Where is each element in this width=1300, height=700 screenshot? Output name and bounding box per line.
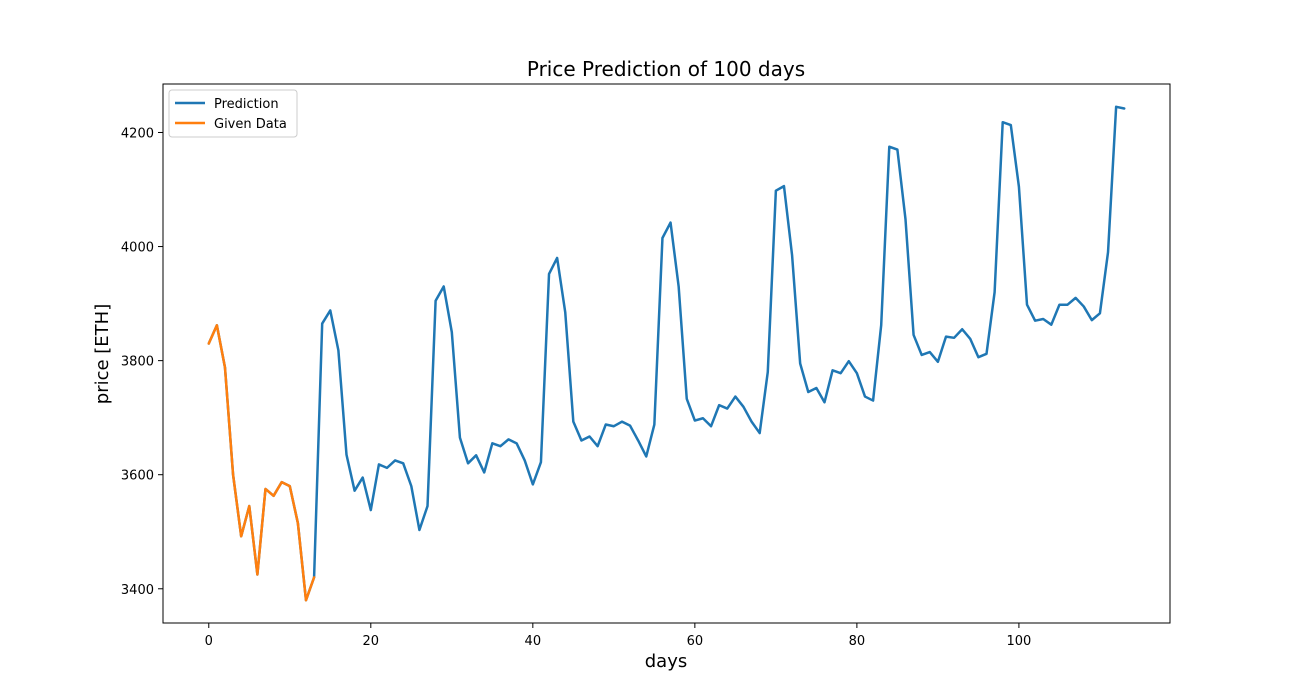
y-tick-label: 3400: [121, 583, 154, 598]
y-tick-label: 3600: [121, 469, 154, 484]
x-tick-label: 20: [363, 634, 380, 649]
y-tick-label: 3800: [121, 355, 154, 370]
y-axis-ticks: 3400 3600 3800 4000 4200: [121, 126, 163, 598]
x-tick-label: 40: [525, 634, 542, 649]
legend-label-prediction: Prediction: [214, 97, 279, 112]
x-tick-label: 60: [687, 634, 704, 649]
x-axis-label: days: [645, 651, 688, 672]
series-line-given-data: [207, 324, 316, 602]
x-tick-label: 80: [849, 634, 866, 649]
legend-label-given-data: Given Data: [214, 117, 287, 132]
series-layer: [207, 105, 1126, 602]
plot-area-frame: [162, 83, 1171, 624]
y-axis-label: price [ETH]: [92, 304, 113, 404]
chart-title: Price Prediction of 100 days: [527, 57, 805, 81]
y-tick-label: 4000: [121, 241, 154, 256]
y-tick-label: 4200: [121, 126, 154, 141]
x-tick-label: 0: [205, 634, 213, 649]
legend: Prediction Given Data: [168, 89, 298, 138]
series-line-prediction: [207, 105, 1126, 602]
x-axis-ticks: 0 20 40 60 80 100: [205, 623, 1031, 649]
x-tick-label: 100: [1006, 634, 1031, 649]
